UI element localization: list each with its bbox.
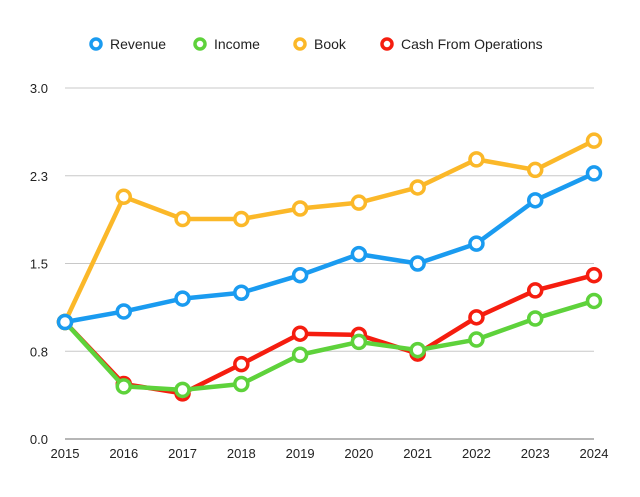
- x-tick-label: 2020: [344, 446, 373, 461]
- data-point-revenue: [526, 192, 544, 209]
- data-point-book: [409, 179, 426, 196]
- y-tick-label: 3.0: [30, 81, 48, 96]
- data-point-revenue: [56, 313, 74, 331]
- data-point-revenue: [350, 245, 368, 263]
- legend-item-cash-from-operations: Cash From Operations: [380, 36, 543, 52]
- data-point-cash-from-operations: [526, 282, 544, 299]
- x-tick-label: 2017: [168, 446, 197, 461]
- series-line-revenue: [62, 171, 597, 325]
- legend-marker-income: [193, 37, 207, 51]
- x-axis: 2015 2016 2017 2018 2019 2020 2021 2022 2023 2024: [51, 446, 609, 461]
- data-point-book: [291, 200, 309, 217]
- data-point-revenue: [409, 255, 426, 272]
- x-tick-label: 2021: [403, 446, 432, 461]
- x-tick-label: 2024: [580, 446, 609, 461]
- data-point-book: [115, 188, 133, 206]
- series-cash-from-operations: [56, 266, 603, 402]
- series-book: [56, 132, 603, 331]
- series-line-cash-from-operations: [62, 272, 597, 396]
- data-point-cash-from-operations: [233, 355, 250, 373]
- data-point-revenue: [585, 165, 603, 182]
- legend-label-cash-from-operations: Cash From Operations: [401, 36, 543, 52]
- data-point-income: [409, 341, 426, 359]
- series-line-book: [62, 138, 597, 325]
- data-point-book: [468, 151, 485, 168]
- y-axis: 0.0 0.8 1.5 2.3 3.0: [30, 81, 48, 447]
- legend-label-book: Book: [314, 36, 347, 52]
- data-point-book: [350, 194, 368, 211]
- legend: Revenue Income Book Cash From Operations: [89, 36, 543, 52]
- data-point-revenue: [468, 235, 485, 252]
- data-point-revenue: [233, 284, 250, 301]
- y-tick-label: 0.0: [30, 432, 48, 447]
- data-point-income: [585, 292, 603, 310]
- data-point-revenue: [291, 266, 309, 284]
- legend-item-book: Book: [293, 36, 347, 52]
- data-point-income: [174, 381, 191, 399]
- legend-label-revenue: Revenue: [110, 36, 166, 52]
- data-point-income: [233, 375, 250, 393]
- legend-marker-book: [293, 37, 307, 51]
- data-point-cash-from-operations: [291, 325, 309, 342]
- x-tick-label: 2015: [51, 446, 80, 461]
- y-tick-label: 2.3: [30, 169, 48, 184]
- x-tick-label: 2023: [521, 446, 550, 461]
- data-point-income: [526, 310, 544, 327]
- x-tick-label: 2018: [227, 446, 256, 461]
- data-point-book: [526, 161, 544, 179]
- data-point-income: [291, 346, 309, 364]
- legend-item-revenue: Revenue: [89, 36, 166, 52]
- data-point-income: [350, 333, 368, 351]
- y-tick-label: 0.8: [30, 344, 48, 359]
- legend-marker-revenue: [89, 37, 103, 51]
- series-line-income: [62, 298, 597, 393]
- x-tick-label: 2016: [109, 446, 138, 461]
- data-point-cash-from-operations: [468, 309, 485, 326]
- x-tick-label: 2019: [286, 446, 315, 461]
- data-point-book: [585, 132, 603, 149]
- data-point-income: [115, 378, 133, 395]
- data-point-book: [233, 210, 250, 228]
- series-group: [56, 132, 603, 402]
- legend-item-income: Income: [193, 36, 260, 52]
- data-point-revenue: [174, 290, 191, 307]
- data-point-cash-from-operations: [585, 266, 603, 284]
- series-revenue: [56, 165, 603, 331]
- data-point-income: [468, 331, 485, 348]
- legend-marker-cash-from-operations: [380, 37, 394, 51]
- legend-label-income: Income: [214, 36, 260, 52]
- x-tick-label: 2022: [462, 446, 491, 461]
- data-point-book: [174, 210, 191, 228]
- y-tick-label: 1.5: [30, 257, 48, 272]
- data-point-revenue: [115, 303, 133, 320]
